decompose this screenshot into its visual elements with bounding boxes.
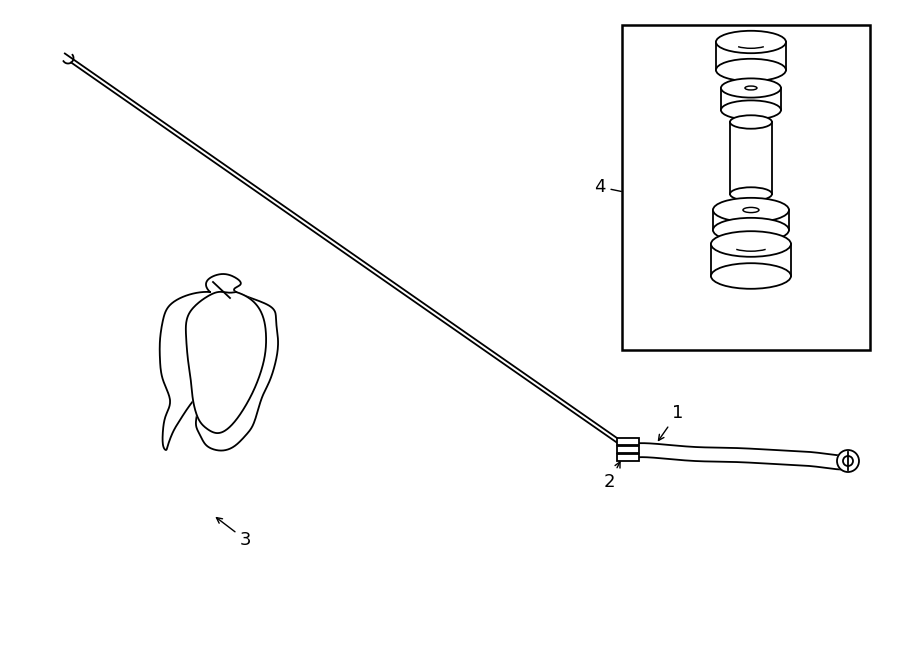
- Ellipse shape: [713, 198, 789, 222]
- Ellipse shape: [721, 100, 781, 120]
- FancyBboxPatch shape: [617, 446, 639, 453]
- Ellipse shape: [716, 31, 786, 53]
- Ellipse shape: [716, 59, 786, 81]
- Text: 1: 1: [659, 404, 683, 440]
- FancyBboxPatch shape: [617, 453, 639, 461]
- Text: 4: 4: [594, 178, 621, 196]
- Text: 2: 2: [604, 462, 620, 491]
- FancyBboxPatch shape: [617, 438, 639, 444]
- Polygon shape: [185, 292, 266, 433]
- Ellipse shape: [711, 231, 791, 257]
- Ellipse shape: [730, 187, 772, 201]
- Ellipse shape: [721, 79, 781, 98]
- Circle shape: [837, 450, 859, 472]
- Text: 3: 3: [216, 518, 251, 549]
- Bar: [622, 25, 870, 350]
- Polygon shape: [159, 274, 278, 451]
- Ellipse shape: [730, 115, 772, 129]
- Ellipse shape: [713, 218, 789, 242]
- Ellipse shape: [711, 263, 791, 289]
